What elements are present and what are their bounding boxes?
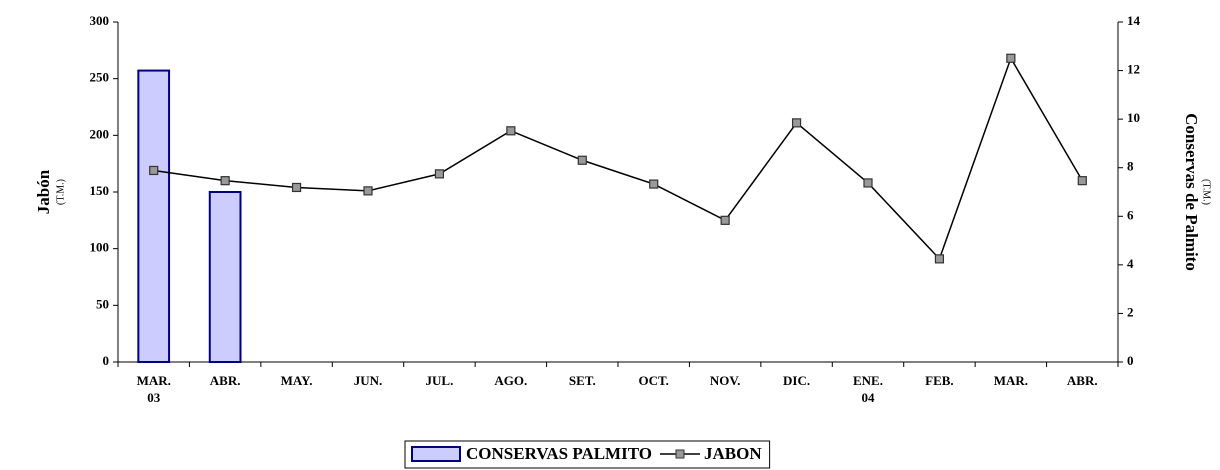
marker — [577, 155, 587, 165]
x-tick-label: MAY. — [281, 373, 313, 388]
bar — [137, 69, 171, 363]
marker — [363, 186, 373, 196]
y-tick-label: 0 — [103, 353, 110, 368]
line — [153, 56, 1083, 261]
marker — [149, 165, 159, 176]
y2-axis-unit: (T.M.) — [1201, 179, 1212, 205]
legend-marker — [675, 449, 685, 459]
x-tick-label: MAR. — [994, 373, 1028, 388]
y2-axis-label: Conservas de Palmito — [1182, 113, 1201, 271]
marker — [863, 178, 873, 188]
y-tick-label: 300 — [90, 13, 110, 28]
marker — [434, 169, 445, 179]
y2-tick-label: 4 — [1127, 256, 1134, 271]
marker — [220, 176, 230, 186]
x-tick-label: SET. — [569, 373, 596, 388]
y2-tick-label: 2 — [1127, 304, 1134, 319]
x-tick-label: MAR. 03 — [137, 373, 171, 405]
x-tick-label: ABR. — [1067, 373, 1098, 388]
x-tick-label: JUL. — [426, 373, 454, 388]
legend: CONSERVAS PALMITO JABON — [404, 440, 771, 469]
y2-tick-label: 0 — [1127, 353, 1134, 368]
y-axis-title: Jabón (T.M.) — [34, 169, 66, 214]
y-tick-label: 150 — [90, 183, 110, 198]
x-tick-label: ABR. — [210, 373, 241, 388]
x-tick-label: OCT. — [638, 373, 668, 388]
marker — [506, 126, 516, 136]
x-tick-label: FEB. — [925, 373, 954, 388]
x-tick-label: DIC. — [783, 373, 810, 388]
y-tick-label: 200 — [90, 126, 110, 141]
x-tick-label: NOV. — [710, 373, 740, 388]
legend-label: CONSERVAS PALMITO — [466, 444, 652, 463]
marker — [291, 182, 302, 193]
y2-tick-label: 14 — [1127, 13, 1141, 28]
y2-tick-label: 10 — [1127, 110, 1140, 125]
marker — [934, 254, 945, 264]
marker — [720, 215, 730, 225]
marker — [1006, 53, 1016, 63]
x-tick-label: JUN. — [354, 373, 383, 388]
y-axis-label: Jabón — [34, 169, 53, 214]
y2-tick-label: 12 — [1127, 62, 1140, 77]
legend-swatch — [411, 446, 461, 462]
y-tick-label: 250 — [90, 70, 110, 85]
bar — [208, 191, 242, 363]
x-tick-label: AGO. — [494, 373, 527, 388]
x-tick-label: ENE. 04 — [853, 373, 883, 405]
legend-box — [404, 440, 771, 469]
legend-label: JABON — [704, 444, 762, 463]
y-tick-label: 50 — [96, 296, 109, 311]
marker — [791, 118, 802, 128]
y2-axis-title: Conservas de Palmito (T.M.) — [1182, 113, 1212, 271]
marker — [649, 179, 659, 189]
marker — [1077, 176, 1087, 186]
y-tick-label: 100 — [90, 240, 110, 255]
y2-tick-label: 8 — [1127, 159, 1134, 174]
y2-tick-label: 6 — [1127, 207, 1134, 222]
y-axis-unit: (T.M.) — [55, 179, 66, 205]
